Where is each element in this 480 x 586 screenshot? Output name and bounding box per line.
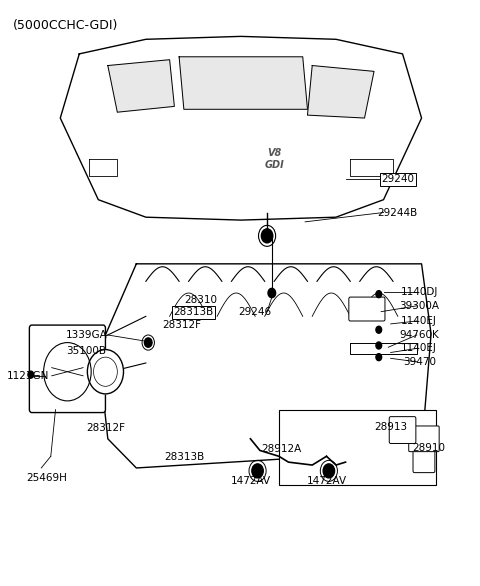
Text: V8
GDI: V8 GDI [264, 148, 284, 170]
Circle shape [94, 357, 117, 386]
Circle shape [262, 229, 273, 243]
Circle shape [144, 338, 152, 347]
Circle shape [252, 464, 263, 478]
Text: 1140DJ: 1140DJ [400, 287, 438, 297]
Text: 25469H: 25469H [26, 473, 67, 483]
Text: 28313B: 28313B [164, 452, 204, 462]
Text: 1140EJ: 1140EJ [401, 343, 437, 353]
Polygon shape [179, 57, 308, 109]
Text: 39470: 39470 [403, 357, 436, 367]
Polygon shape [60, 36, 421, 220]
Text: 1339GA: 1339GA [66, 330, 108, 340]
Polygon shape [98, 316, 146, 374]
Text: 1123GN: 1123GN [7, 371, 49, 381]
Text: 94760K: 94760K [399, 330, 439, 340]
Text: 29246: 29246 [239, 306, 272, 316]
Circle shape [323, 464, 335, 478]
FancyBboxPatch shape [409, 426, 439, 452]
Text: 28310: 28310 [184, 295, 217, 305]
Polygon shape [308, 66, 374, 118]
Text: 28912A: 28912A [261, 444, 301, 454]
FancyBboxPatch shape [29, 325, 106, 413]
Circle shape [28, 371, 34, 378]
Text: 29240: 29240 [381, 174, 414, 184]
Text: 28312F: 28312F [86, 423, 125, 433]
Text: (5000CCHC-GDI): (5000CCHC-GDI) [13, 19, 118, 32]
Text: 28312F: 28312F [162, 320, 201, 330]
Text: 29244B: 29244B [378, 207, 418, 217]
Polygon shape [98, 264, 431, 468]
Text: 1472AV: 1472AV [306, 476, 347, 486]
Circle shape [376, 326, 382, 333]
Circle shape [44, 343, 91, 401]
Text: 39300A: 39300A [399, 301, 439, 311]
Circle shape [268, 288, 276, 298]
Text: 28913: 28913 [374, 422, 407, 432]
Text: 28313B: 28313B [173, 307, 214, 317]
FancyBboxPatch shape [389, 417, 416, 444]
Text: 28910: 28910 [412, 442, 445, 452]
Circle shape [376, 354, 382, 360]
Text: 35100B: 35100B [66, 346, 107, 356]
FancyBboxPatch shape [279, 410, 436, 485]
Circle shape [376, 291, 382, 298]
Text: 1140EJ: 1140EJ [401, 316, 437, 326]
FancyBboxPatch shape [413, 434, 435, 473]
Polygon shape [108, 60, 174, 112]
Polygon shape [350, 343, 417, 355]
Text: 1472AV: 1472AV [230, 476, 271, 486]
FancyBboxPatch shape [349, 297, 385, 321]
Circle shape [376, 342, 382, 349]
Circle shape [87, 350, 123, 394]
